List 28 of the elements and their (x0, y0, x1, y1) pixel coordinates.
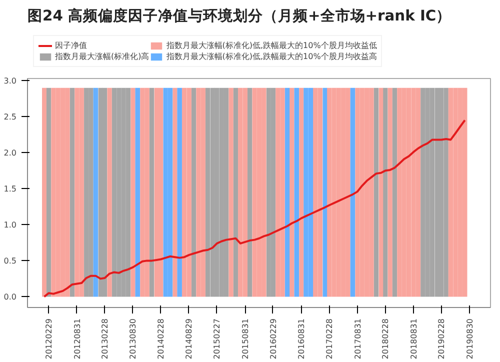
x-tick-label: 20120229 (44, 318, 54, 360)
legend-label: 指数月最大涨幅(标准化)低,跌幅最大的10%个股月均收益低 (166, 40, 377, 51)
x-tick-label: 20160831 (297, 318, 306, 360)
x-tick-label: 20180831 (409, 318, 418, 360)
x-tick-label: 20130228 (100, 318, 110, 360)
x-tick-label: 20120831 (72, 318, 82, 360)
y-tick-label: 1.5 (4, 184, 17, 194)
x-tick-label: 20190228 (437, 318, 446, 360)
y-tick-label: 2.0 (4, 148, 17, 158)
y-tick-label: 1.0 (4, 220, 17, 230)
x-tick-label: 20140829 (184, 318, 194, 360)
y-tick-label: 0.5 (4, 256, 17, 266)
y-tick-label: 0.0 (4, 292, 17, 302)
x-tick-label: 20130830 (128, 318, 138, 360)
x-tick-label: 20150831 (241, 318, 250, 360)
y-tick-label: 2.5 (4, 112, 17, 122)
chart-title: 图24 高频偏度因子净值与环境划分（月频+全市场+rank IC） (28, 6, 452, 24)
x-tick-label: 20150227 (212, 318, 222, 360)
x-tick-label: 20170228 (325, 318, 334, 360)
legend-label: 指数月最大涨幅(标准化)高 (55, 51, 150, 62)
y-tick-label: 3.0 (4, 76, 17, 86)
x-tick-label: 20140228 (156, 318, 166, 360)
x-tick-label: 20190830 (465, 318, 474, 360)
legend-label: 指数月最大涨幅(标准化)低,跌幅最大的10%个股月均收益高 (166, 51, 377, 62)
x-tick-label: 20180228 (381, 318, 390, 360)
x-tick-label: 20170831 (353, 318, 362, 360)
x-tick-label: 20160229 (268, 318, 278, 360)
legend-label: 因子净值 (55, 40, 87, 51)
